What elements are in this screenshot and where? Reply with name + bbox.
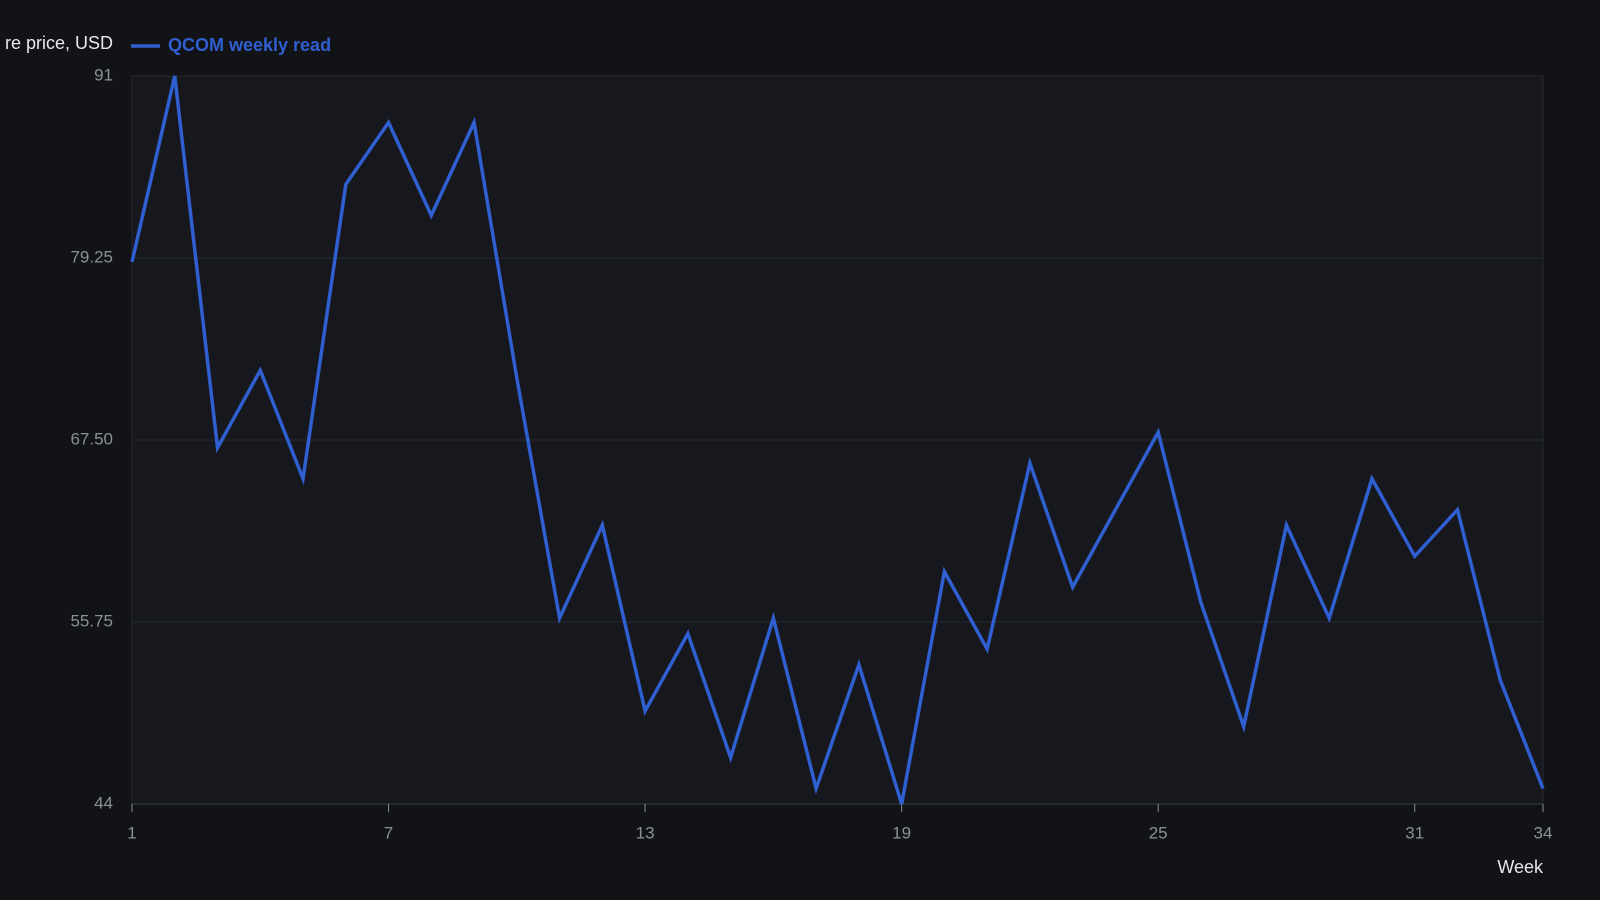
x-tick-label: 25	[1149, 823, 1168, 842]
x-tick-label: 31	[1405, 823, 1424, 842]
x-tick-label: 13	[636, 823, 655, 842]
x-tick-label: 34	[1534, 823, 1553, 842]
y-tick-label: 55.75	[70, 611, 113, 630]
x-tick-label: 19	[892, 823, 911, 842]
x-tick-label: 1	[127, 823, 136, 842]
legend-label: QCOM weekly read	[168, 35, 331, 55]
y-axis-label: re price, USD	[5, 33, 113, 53]
y-tick-label: 67.50	[70, 429, 113, 448]
y-tick-label: 44	[94, 793, 113, 812]
data-line	[130, 75, 1545, 805]
y-tick-label: 91	[94, 65, 113, 84]
y-tick-label: 79.25	[70, 247, 113, 266]
x-tick-label: 7	[384, 823, 393, 842]
x-axis-label: Week	[1497, 857, 1544, 877]
